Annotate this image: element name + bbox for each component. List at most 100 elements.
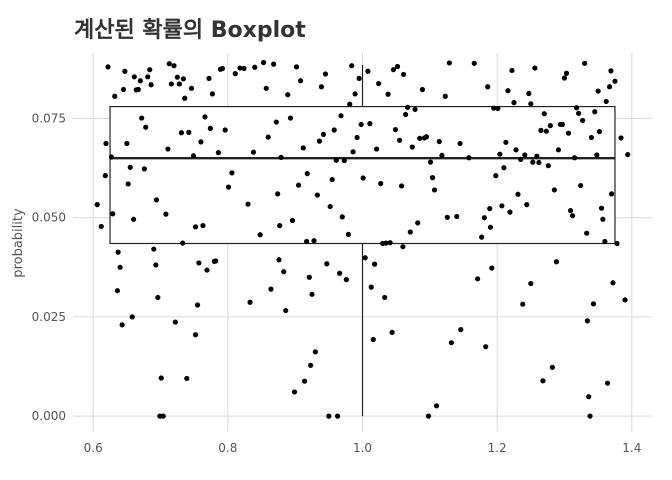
data-point-48 bbox=[190, 153, 197, 159]
data-point-219 bbox=[571, 155, 578, 161]
data-point-184 bbox=[501, 165, 507, 171]
data-point-151 bbox=[412, 106, 418, 112]
data-point-204 bbox=[541, 111, 547, 117]
data-point-187 bbox=[507, 209, 513, 215]
data-point-50 bbox=[194, 302, 201, 308]
data-point-165 bbox=[444, 214, 450, 220]
data-point-166 bbox=[446, 60, 452, 66]
data-point-242 bbox=[612, 78, 618, 84]
data-point-190 bbox=[513, 147, 519, 153]
data-point-88 bbox=[291, 389, 298, 395]
data-point-93 bbox=[302, 378, 308, 384]
data-point-254 bbox=[276, 257, 282, 263]
data-point-201 bbox=[536, 159, 542, 166]
data-point-186 bbox=[505, 88, 511, 94]
data-point-175 bbox=[483, 344, 489, 350]
data-point-247 bbox=[609, 191, 615, 197]
data-point-22 bbox=[139, 115, 145, 121]
x-tick-label-1: 0.8 bbox=[218, 441, 237, 455]
data-point-45 bbox=[184, 375, 190, 382]
x-tick-label-0: 0.6 bbox=[84, 441, 103, 455]
data-point-152 bbox=[415, 220, 421, 226]
data-point-44 bbox=[182, 95, 188, 101]
data-point-160 bbox=[431, 187, 438, 193]
data-point-189 bbox=[511, 100, 517, 106]
data-point-96 bbox=[308, 362, 314, 368]
data-point-210 bbox=[553, 259, 559, 265]
data-point-144 bbox=[396, 137, 403, 143]
data-point-64 bbox=[222, 127, 228, 133]
data-point-36 bbox=[166, 61, 172, 67]
data-point-133 bbox=[376, 80, 382, 87]
data-point-188 bbox=[509, 67, 515, 74]
data-point-226 bbox=[586, 394, 592, 400]
data-point-223 bbox=[580, 117, 586, 124]
data-point-117 bbox=[345, 231, 351, 237]
data-point-162 bbox=[436, 138, 442, 145]
data-point-198 bbox=[530, 159, 536, 165]
x-tick-label-2: 1.0 bbox=[353, 441, 372, 455]
data-point-51 bbox=[196, 260, 202, 266]
data-point-145 bbox=[398, 183, 405, 189]
data-point-168 bbox=[454, 213, 460, 220]
data-point-15 bbox=[125, 181, 131, 187]
data-point-164 bbox=[442, 93, 448, 99]
x-tick-label-4: 1.4 bbox=[622, 441, 641, 455]
data-point-35 bbox=[165, 146, 171, 152]
data-point-74 bbox=[260, 59, 267, 66]
data-point-82 bbox=[278, 154, 284, 160]
data-point-140 bbox=[389, 329, 395, 335]
data-point-179 bbox=[491, 105, 497, 111]
data-point-245 bbox=[622, 297, 628, 303]
data-point-233 bbox=[596, 128, 603, 135]
data-point-235 bbox=[600, 216, 606, 222]
data-point-234 bbox=[598, 205, 605, 211]
data-point-119 bbox=[349, 63, 355, 69]
data-point-47 bbox=[188, 85, 195, 91]
data-point-69 bbox=[241, 65, 247, 72]
y-axis-title: probability bbox=[11, 208, 26, 278]
data-point-215 bbox=[563, 70, 570, 76]
data-point-63 bbox=[219, 65, 226, 72]
data-point-6 bbox=[110, 211, 116, 217]
data-point-153 bbox=[417, 135, 423, 141]
data-point-241 bbox=[610, 280, 616, 286]
data-point-112 bbox=[337, 270, 343, 276]
data-point-91 bbox=[297, 78, 304, 84]
data-point-208 bbox=[549, 364, 555, 370]
data-point-255 bbox=[250, 149, 257, 155]
data-point-20 bbox=[135, 86, 141, 93]
data-point-125 bbox=[360, 175, 366, 181]
data-point-33 bbox=[160, 413, 166, 419]
data-point-114 bbox=[339, 214, 345, 220]
data-point-105 bbox=[324, 261, 330, 267]
data-point-195 bbox=[524, 202, 530, 208]
data-point-228 bbox=[588, 134, 595, 141]
data-point-108 bbox=[329, 176, 335, 183]
data-point-146 bbox=[400, 71, 407, 78]
data-point-131 bbox=[372, 261, 378, 267]
data-point-98 bbox=[311, 238, 317, 244]
data-point-199 bbox=[532, 65, 538, 71]
data-point-34 bbox=[163, 211, 169, 217]
data-point-239 bbox=[606, 84, 613, 90]
data-point-253 bbox=[304, 238, 310, 245]
interquartile-box bbox=[109, 105, 616, 245]
data-point-200 bbox=[534, 153, 540, 159]
data-point-86 bbox=[287, 115, 294, 121]
data-points bbox=[94, 59, 631, 419]
data-point-130 bbox=[370, 336, 376, 343]
data-point-40 bbox=[174, 74, 180, 80]
data-point-224 bbox=[582, 60, 588, 66]
data-point-85 bbox=[285, 92, 291, 98]
data-point-123 bbox=[356, 75, 362, 81]
data-point-100 bbox=[314, 192, 320, 198]
data-point-229 bbox=[590, 301, 597, 307]
data-point-37 bbox=[168, 81, 174, 87]
data-point-181 bbox=[495, 105, 501, 112]
data-point-129 bbox=[368, 284, 374, 290]
data-point-225 bbox=[584, 230, 590, 236]
data-point-102 bbox=[318, 84, 325, 90]
data-point-84 bbox=[283, 307, 289, 314]
data-point-142 bbox=[392, 126, 399, 133]
